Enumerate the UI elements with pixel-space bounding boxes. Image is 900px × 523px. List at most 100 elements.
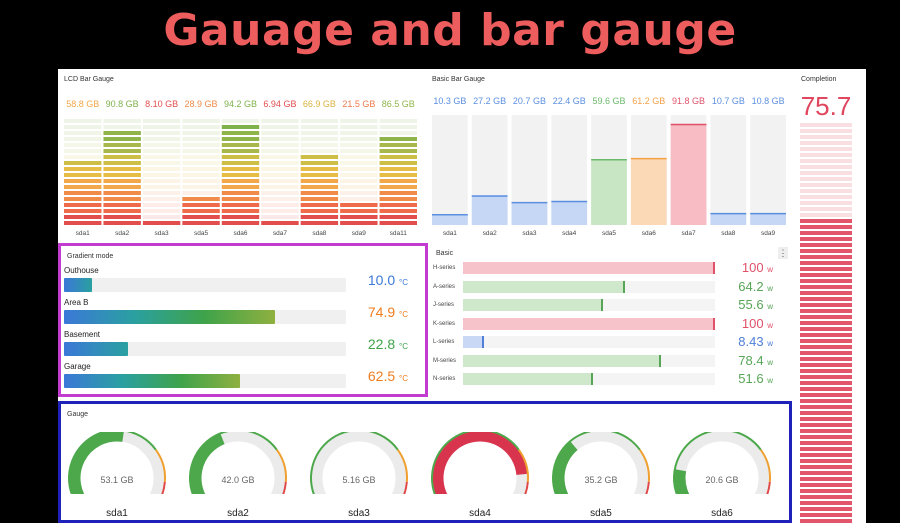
gradient-row-track	[64, 374, 346, 388]
completion-segment	[800, 159, 852, 163]
basic-row-value: 51.6 w	[738, 371, 773, 386]
basic-row-value: 100 w	[741, 260, 773, 275]
panel-title: Basic Bar Gauge	[432, 76, 485, 83]
gradient-mode-panel[interactable]: Gradient mode Outhouse 10.0 °C Area B 74.9 …	[58, 243, 428, 397]
gauge-dial: 53.1 GB	[68, 429, 166, 513]
basic-row-fill	[463, 354, 661, 367]
completion-segment	[800, 177, 852, 181]
vertical-ellipsis-icon[interactable]: ⋮	[778, 247, 788, 259]
gauge-name: sda2	[227, 508, 249, 519]
gradient-row-value: 74.9 °C	[367, 304, 408, 320]
gauge-panel[interactable]: Gauge 53.1 GB sda1 42.0 GB sda2 5.16 GB sda3 8…	[58, 401, 792, 523]
lcd-name-label: sda5	[194, 230, 208, 237]
basic-row-fill	[463, 262, 715, 274]
lcd-bar-sda1	[64, 119, 102, 225]
basic-bar-sda9	[750, 115, 786, 225]
gradient-row-label: Area B	[64, 298, 89, 307]
gauge-sda4[interactable]: 81.5 GB sda4	[430, 429, 530, 523]
completion-segment	[800, 441, 852, 445]
gauge-name: sda3	[348, 508, 370, 519]
gauge-name: sda1	[106, 508, 128, 519]
completion-segment	[800, 273, 852, 277]
completion-segment	[800, 357, 852, 361]
basic-row-track	[463, 280, 715, 293]
completion-segment	[800, 165, 852, 169]
completion-segment	[800, 465, 852, 469]
completion-segment	[800, 231, 852, 235]
lcd-name-label: sda7	[273, 230, 287, 237]
completion-segment	[800, 195, 852, 199]
basic-bar-value-label: 10.3 GB	[433, 96, 466, 106]
lcd-bar-sda5	[182, 119, 220, 225]
basic-row-value: 64.2 w	[738, 278, 773, 294]
completion-segment	[800, 345, 852, 349]
panel-title: LCD Bar Gauge	[64, 76, 114, 83]
completion-segment	[800, 399, 852, 403]
basic-bar-sda5	[591, 115, 627, 225]
gauge-sda3[interactable]: 5.16 GB sda3	[309, 429, 409, 523]
gradient-row-value: 22.8 °C	[367, 336, 408, 352]
completion-segment	[800, 411, 852, 415]
basic-row-label: L-series	[433, 339, 455, 345]
lcd-bar-gauge-chart: 58.8 GB sda1 90.8 GB sda2 8.10 GB sda3 28.9 GB…	[64, 99, 417, 237]
basic-bar-name-label: sda2	[483, 230, 497, 237]
completion-segment	[800, 477, 852, 481]
completion-segment	[800, 435, 852, 439]
completion-segment	[800, 333, 852, 337]
lcd-value-label: 86.5 GB	[382, 99, 415, 109]
gauge-dial: 20.6 GB	[673, 429, 771, 513]
gauge-sda2[interactable]: 42.0 GB sda2	[188, 429, 288, 523]
basic-bar-value-label: 22.4 GB	[553, 96, 586, 106]
basic-row-fill	[463, 299, 604, 311]
completion-segment	[800, 417, 852, 421]
completion-segment	[800, 393, 852, 397]
completion-segment	[800, 519, 852, 523]
lcd-name-label: sda6	[233, 230, 247, 237]
gauge-value: 81.5 GB	[463, 475, 496, 485]
gauge-value: 35.2 GB	[584, 475, 617, 485]
gradient-row-fill	[64, 278, 93, 292]
basic-row-fill	[463, 336, 485, 348]
completion-segment	[800, 375, 852, 379]
basic-row-label: N-series	[433, 376, 456, 382]
gauge-value: 20.6 GB	[705, 475, 738, 485]
basic-bar-sda3	[511, 115, 548, 225]
gauge-sda1[interactable]: 53.1 GB sda1	[67, 429, 167, 523]
lcd-name-label: sda8	[312, 230, 326, 237]
completion-segment	[800, 447, 852, 451]
gauge-value: 53.1 GB	[100, 475, 133, 485]
completion-segment	[800, 495, 852, 499]
completion-segment	[800, 147, 852, 151]
basic-bar-sda4	[551, 115, 588, 225]
basic-panel[interactable]: Basic ⋮ H-series 100 w A-series 64.2 w J-ser…	[430, 243, 792, 397]
completion-segment	[800, 243, 852, 247]
gradient-row-value: 10.0 °C	[367, 272, 408, 288]
basic-row-label: J-series	[433, 302, 455, 308]
lcd-bar-sda8	[300, 119, 339, 225]
basic-bar-name-label: sda1	[443, 230, 457, 237]
basic-bar-sda1	[432, 115, 468, 225]
completion-segment	[800, 267, 852, 271]
gauge-sda6[interactable]: 20.6 GB sda6	[672, 429, 772, 523]
gauge-sda5[interactable]: 35.2 GB sda5	[551, 429, 651, 523]
gauge-dial: 5.16 GB	[310, 429, 408, 513]
lcd-bar-sda3	[142, 119, 181, 225]
completion-segment	[800, 339, 852, 343]
basic-bar-gauge-panel[interactable]: Basic Bar Gauge 10.3 GB sda1 27.2 GB sda2 20…	[426, 69, 792, 239]
lcd-bar-gauge-panel[interactable]: LCD Bar Gauge 58.8 GB sda1 90.8 GB sda2 8.10…	[58, 69, 423, 239]
gradient-row-track	[64, 310, 346, 324]
basic-bar-value-label: 10.8 GB	[752, 96, 785, 106]
lcd-value-label: 6.94 GB	[263, 99, 296, 109]
basic-row-track	[463, 262, 715, 274]
basic-row-label: A-series	[433, 283, 456, 290]
completion-segment	[800, 369, 852, 373]
panel-title: Gauge	[67, 411, 89, 418]
basic-bar-name-label: sda4	[562, 230, 576, 237]
basic-row-value: 78.4 w	[738, 352, 773, 368]
completion-segment	[800, 483, 852, 487]
basic-row-track	[463, 336, 715, 348]
completion-panel[interactable]: Completion 75.7	[795, 69, 857, 523]
basic-bar-name-label: sda7	[682, 230, 696, 237]
dashboard: LCD Bar Gauge 58.8 GB sda1 90.8 GB sda2 8.10…	[58, 69, 866, 523]
completion-segment	[800, 129, 852, 133]
